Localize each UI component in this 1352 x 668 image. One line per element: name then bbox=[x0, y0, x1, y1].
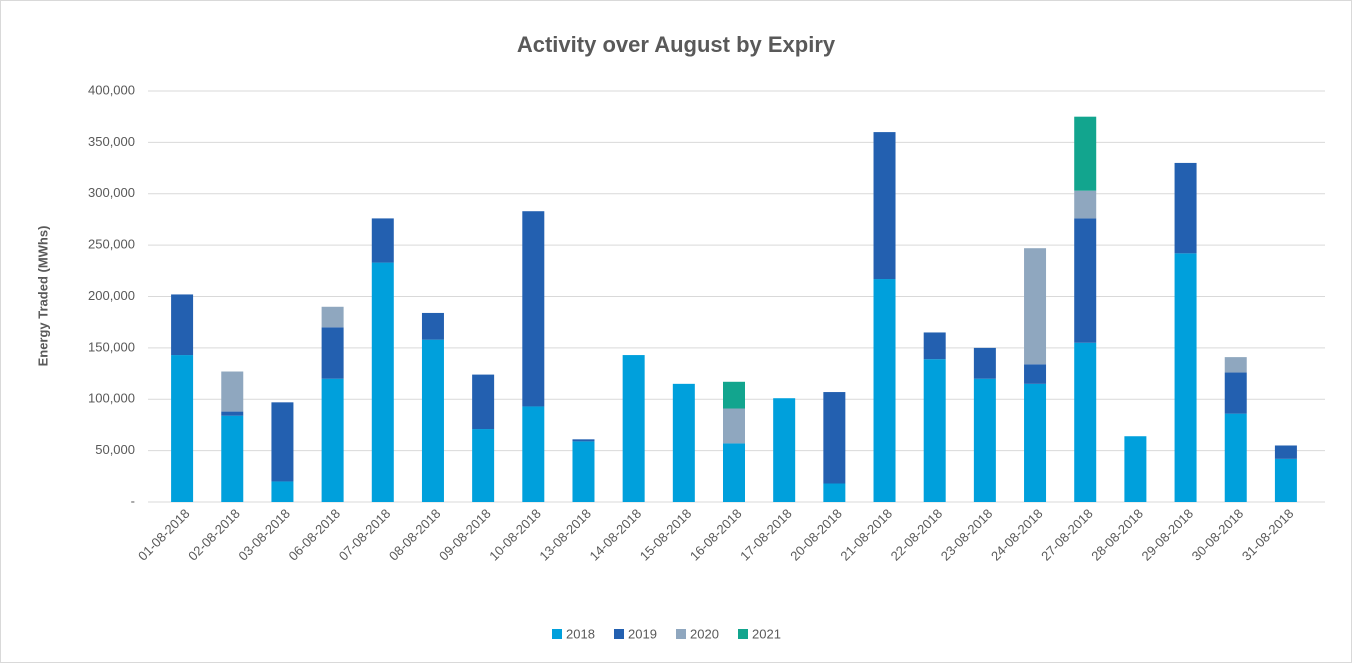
chart-title: Activity over August by Expiry bbox=[517, 32, 836, 57]
bar-segment bbox=[1074, 116, 1097, 191]
bar-segment bbox=[221, 411, 244, 416]
legend-swatch bbox=[676, 629, 686, 639]
bar-segment bbox=[1274, 458, 1297, 502]
legend-swatch bbox=[614, 629, 624, 639]
bar-segment bbox=[1024, 248, 1047, 365]
bar-segment bbox=[973, 347, 996, 379]
y-tick-label: 50,000 bbox=[95, 442, 135, 457]
legend-label: 2020 bbox=[690, 626, 719, 641]
bar-segment bbox=[873, 279, 896, 502]
bar-segment bbox=[923, 359, 946, 502]
bar-segment bbox=[1024, 364, 1047, 384]
legend-label: 2018 bbox=[566, 626, 595, 641]
bar-segment bbox=[572, 441, 595, 502]
bar-segment bbox=[1074, 342, 1097, 502]
y-tick-label: - bbox=[131, 493, 135, 508]
bar-segment bbox=[622, 355, 645, 502]
bar-segment bbox=[171, 355, 194, 502]
bar-segment bbox=[723, 443, 745, 502]
bar-segment bbox=[221, 371, 244, 412]
y-tick-label: 400,000 bbox=[88, 82, 135, 97]
bar-segment bbox=[873, 132, 896, 280]
bar-segment bbox=[773, 398, 796, 502]
bar-segment bbox=[321, 327, 344, 379]
bar-segment bbox=[421, 339, 444, 502]
bar-segment bbox=[171, 294, 194, 356]
bar-segment bbox=[1124, 436, 1147, 502]
y-tick-label: 250,000 bbox=[88, 237, 135, 252]
y-tick-label: 300,000 bbox=[88, 185, 135, 200]
legend-label: 2021 bbox=[752, 626, 781, 641]
bar-segment bbox=[321, 306, 344, 328]
bar-segment bbox=[1174, 253, 1197, 502]
bar-segment bbox=[522, 406, 545, 502]
legend-swatch bbox=[552, 629, 562, 639]
bar-segment bbox=[371, 218, 394, 263]
bar-segment bbox=[1074, 190, 1097, 219]
bar-segment bbox=[421, 312, 444, 340]
bar-segment bbox=[221, 415, 244, 502]
y-axis-title: Energy Traded (MWhs) bbox=[35, 226, 50, 367]
bar-segment bbox=[1274, 445, 1297, 459]
bar-segment bbox=[1024, 383, 1047, 502]
bar-segment bbox=[1224, 413, 1247, 502]
bar-segment bbox=[723, 381, 745, 409]
bar-segment bbox=[1074, 218, 1097, 343]
bar-segment bbox=[1224, 372, 1247, 414]
bar-segment bbox=[472, 374, 495, 430]
bar-segment bbox=[672, 383, 695, 502]
legend-label: 2019 bbox=[628, 626, 657, 641]
bar-segment bbox=[321, 378, 344, 502]
bar-segment bbox=[522, 211, 545, 407]
bar-segment bbox=[572, 439, 595, 442]
bar-segment bbox=[1224, 357, 1247, 373]
bar-segment bbox=[823, 392, 846, 484]
bar-segment bbox=[371, 262, 394, 502]
bar-segment bbox=[723, 408, 745, 444]
y-tick-label: 100,000 bbox=[88, 391, 135, 406]
bar-segment bbox=[1174, 162, 1197, 254]
bar-segment bbox=[973, 378, 996, 502]
bar-segment bbox=[823, 483, 846, 502]
y-tick-label: 350,000 bbox=[88, 134, 135, 149]
bar-segment bbox=[271, 402, 294, 482]
y-tick-label: 200,000 bbox=[88, 288, 135, 303]
legend-swatch bbox=[738, 629, 748, 639]
bar-segment bbox=[923, 332, 946, 360]
bar-segment bbox=[271, 481, 294, 502]
y-tick-label: 150,000 bbox=[88, 339, 135, 354]
bar-segment bbox=[472, 429, 495, 502]
